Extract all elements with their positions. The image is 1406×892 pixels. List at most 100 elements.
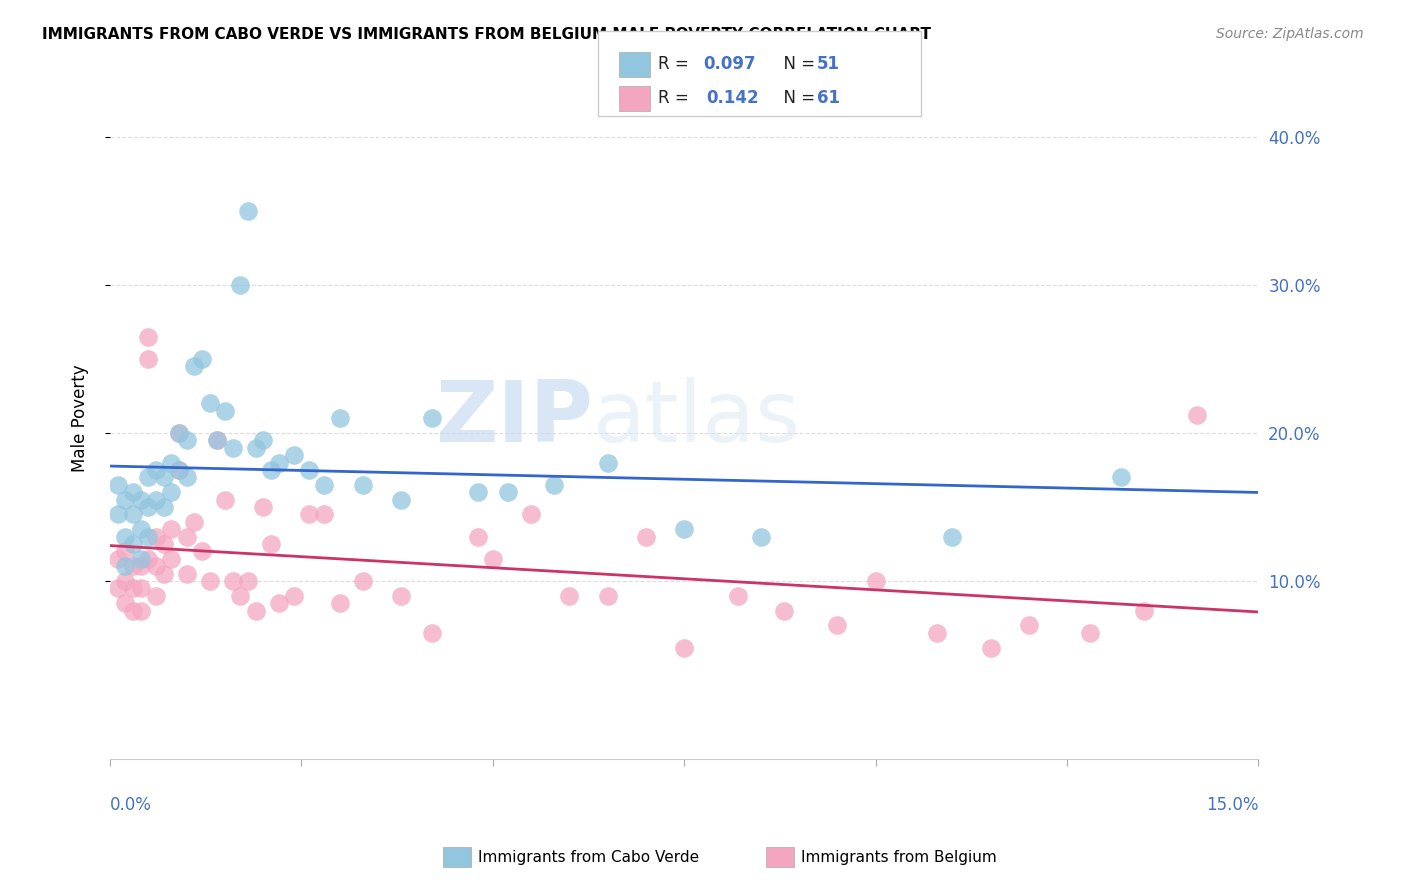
Point — [122, 508, 145, 522]
Point — [122, 582, 145, 596]
Point — [283, 589, 305, 603]
Point — [314, 508, 336, 522]
Point — [352, 574, 374, 588]
Point — [283, 448, 305, 462]
Point — [420, 626, 443, 640]
Point — [520, 508, 543, 522]
Point — [138, 500, 160, 514]
Point — [122, 604, 145, 618]
Point — [329, 411, 352, 425]
Point — [129, 582, 152, 596]
Point — [138, 351, 160, 366]
Text: 0.142: 0.142 — [706, 89, 758, 107]
Point — [138, 530, 160, 544]
Point — [129, 522, 152, 536]
Point — [1018, 618, 1040, 632]
Text: R =: R = — [658, 89, 699, 107]
Point — [979, 640, 1001, 655]
Point — [772, 604, 794, 618]
Point — [543, 477, 565, 491]
Point — [122, 485, 145, 500]
Point — [1187, 408, 1209, 422]
Point — [352, 477, 374, 491]
Point — [420, 411, 443, 425]
Point — [114, 492, 136, 507]
Text: atlas: atlas — [592, 376, 800, 459]
Point — [107, 477, 129, 491]
Point — [229, 589, 252, 603]
Point — [260, 537, 283, 551]
Point — [329, 596, 352, 610]
Point — [152, 500, 174, 514]
Point — [482, 551, 505, 566]
Point — [138, 551, 160, 566]
Point — [260, 463, 283, 477]
Point — [114, 530, 136, 544]
Point — [314, 477, 336, 491]
Point — [160, 456, 183, 470]
Point — [129, 604, 152, 618]
Point — [389, 589, 412, 603]
Point — [727, 589, 749, 603]
Point — [214, 403, 236, 417]
Point — [129, 492, 152, 507]
Point — [145, 492, 167, 507]
Point — [467, 530, 489, 544]
Point — [267, 456, 290, 470]
Point — [176, 470, 198, 484]
Point — [138, 329, 160, 343]
Text: 0.0%: 0.0% — [110, 797, 152, 814]
Point — [160, 485, 183, 500]
Point — [298, 508, 321, 522]
Text: 0.097: 0.097 — [703, 55, 755, 73]
Text: ZIP: ZIP — [434, 376, 592, 459]
Point — [160, 522, 183, 536]
Point — [145, 463, 167, 477]
Point — [245, 441, 267, 455]
Point — [114, 596, 136, 610]
Point — [214, 492, 236, 507]
Point — [673, 522, 696, 536]
Point — [236, 203, 259, 218]
Point — [221, 574, 243, 588]
Point — [1132, 604, 1154, 618]
Point — [496, 485, 519, 500]
Point — [107, 508, 129, 522]
Point — [176, 566, 198, 581]
Text: N =: N = — [773, 89, 821, 107]
Point — [298, 463, 321, 477]
Text: N =: N = — [773, 55, 821, 73]
Point — [245, 604, 267, 618]
Point — [634, 530, 657, 544]
Point — [198, 396, 221, 410]
Point — [252, 500, 274, 514]
Point — [827, 618, 849, 632]
Point — [160, 551, 183, 566]
Point — [145, 559, 167, 574]
Point — [183, 359, 205, 374]
Point — [925, 626, 948, 640]
Point — [596, 456, 619, 470]
Point — [1078, 626, 1101, 640]
Point — [152, 470, 174, 484]
Point — [183, 515, 205, 529]
Point — [252, 434, 274, 448]
Point — [198, 574, 221, 588]
Point — [221, 441, 243, 455]
Text: Immigrants from Cabo Verde: Immigrants from Cabo Verde — [478, 850, 699, 864]
Point — [673, 640, 696, 655]
Point — [1109, 470, 1132, 484]
Point — [138, 470, 160, 484]
Point — [167, 463, 190, 477]
Point — [107, 551, 129, 566]
Point — [176, 530, 198, 544]
Text: R =: R = — [658, 55, 695, 73]
Point — [236, 574, 259, 588]
Point — [152, 537, 174, 551]
Text: Source: ZipAtlas.com: Source: ZipAtlas.com — [1216, 27, 1364, 41]
Point — [558, 589, 581, 603]
Text: 15.0%: 15.0% — [1206, 797, 1258, 814]
Point — [207, 434, 229, 448]
Point — [749, 530, 772, 544]
Point — [129, 559, 152, 574]
